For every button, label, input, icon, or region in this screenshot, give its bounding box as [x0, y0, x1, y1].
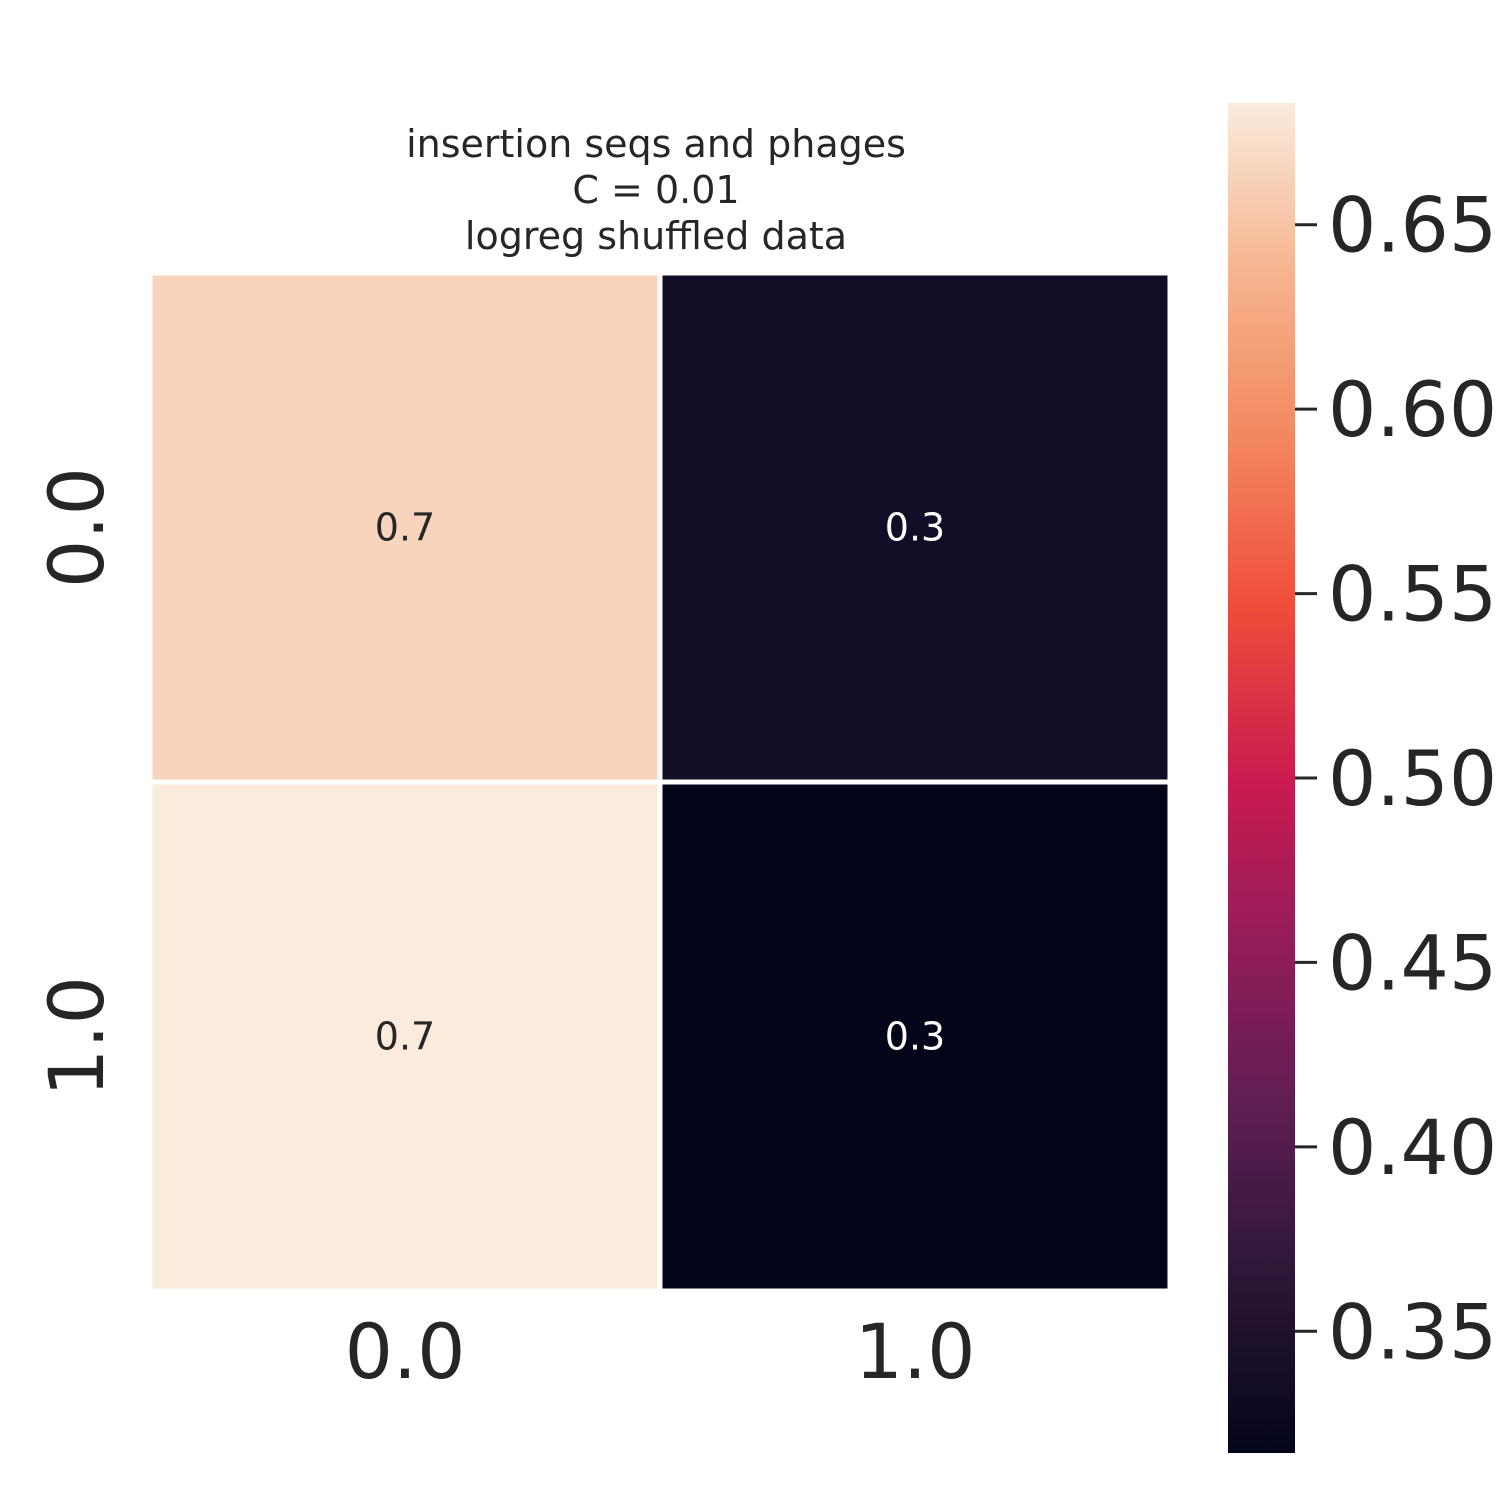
heatmap-cell-r1-c1 [657, 779, 1173, 1294]
title-line-1: insertion seqs and phages [406, 122, 906, 166]
title-line-3: logreg shuffled data [465, 214, 847, 258]
heatmap-cell-r0-c1 [657, 270, 1173, 785]
x-axis-tick-labels: 0.0 1.0 [345, 1307, 976, 1396]
y-tick-label: 1.0 [32, 976, 121, 1097]
chart-title: insertion seqs and phages C = 0.01 logre… [406, 122, 906, 258]
colorbar-tick-label: 0.45 [1328, 918, 1497, 1007]
colorbar: 0.35 0.40 0.45 0.50 0.55 0.60 0.65 [1228, 103, 1497, 1453]
colorbar-tick-label: 0.55 [1328, 550, 1497, 639]
cell-annotation-r0-c1: 0.3 [885, 506, 945, 550]
heatmap-cell-r1-c0 [147, 779, 663, 1294]
colorbar-gradient [1228, 103, 1295, 1453]
title-line-2: C = 0.01 [572, 168, 739, 212]
cell-annotations: 0.7 0.3 0.7 0.3 [375, 506, 945, 1059]
heatmap-cells [147, 270, 1173, 1294]
x-tick-label: 0.0 [345, 1307, 466, 1396]
colorbar-tick-label: 0.35 [1328, 1287, 1497, 1376]
cell-annotation-r0-c0: 0.7 [375, 506, 435, 550]
heatmap-cell-r0-c0 [147, 270, 663, 785]
colorbar-tick-label: 0.60 [1328, 365, 1497, 454]
y-axis-tick-labels: 0.0 1.0 [32, 467, 121, 1097]
colorbar-ticks: 0.35 0.40 0.45 0.50 0.55 0.60 0.65 [1295, 181, 1497, 1376]
colorbar-tick-label: 0.50 [1328, 734, 1497, 823]
x-tick-label: 1.0 [855, 1307, 976, 1396]
cell-annotation-r1-c1: 0.3 [885, 1015, 945, 1059]
cell-annotation-r1-c0: 0.7 [375, 1015, 435, 1059]
y-tick-label: 0.0 [32, 467, 121, 588]
colorbar-tick-label: 0.65 [1328, 181, 1497, 270]
colorbar-tick-label: 0.40 [1328, 1103, 1497, 1192]
